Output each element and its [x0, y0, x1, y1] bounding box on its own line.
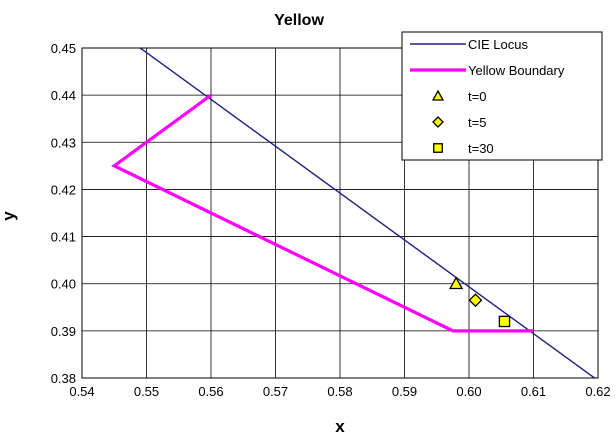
y-tick-label: 0.43	[51, 135, 76, 150]
x-tick-label: 0.55	[134, 384, 159, 399]
x-tick-labels: 0.54 0.55 0.56 0.57 0.58 0.59 0.60 0.61 0.62	[69, 384, 610, 399]
x-tick-label: 0.60	[456, 384, 481, 399]
legend-label: t=0	[468, 89, 486, 104]
plot-series	[111, 48, 596, 378]
legend-label: Yellow Boundary	[468, 63, 565, 78]
y-tick-label: 0.39	[51, 324, 76, 339]
y-tick-label: 0.45	[51, 41, 76, 56]
plot-markers	[448, 276, 511, 328]
y-tick-label: 0.42	[51, 182, 76, 197]
y-axis-label: y	[0, 211, 18, 221]
x-axis-label: x	[335, 417, 345, 436]
plot-frame	[81, 47, 599, 379]
y-tick-label: 0.41	[51, 230, 76, 245]
chart-title: Yellow	[274, 12, 324, 29]
legend-item: CIE Locus	[410, 37, 528, 52]
y-tick-label: 0.40	[51, 277, 76, 292]
legend-item: t=30	[433, 141, 494, 156]
x-tick-label: 0.58	[327, 384, 352, 399]
x-tick-label: 0.61	[521, 384, 546, 399]
cie-locus-line	[139, 48, 596, 378]
legend-label: CIE Locus	[468, 37, 528, 52]
data-point-t-0	[448, 276, 464, 290]
x-tick-label: 0.62	[585, 384, 610, 399]
legend-marker	[432, 116, 444, 128]
y-tick-labels: 0.38 0.39 0.40 0.41 0.42 0.43 0.44 0.45	[51, 41, 76, 386]
legend-item: Yellow Boundary	[410, 63, 565, 78]
legend: CIE Locus Yellow Boundary t=0 t=5 t=30	[401, 31, 603, 161]
x-tick-label: 0.54	[69, 384, 94, 399]
y-tick-label: 0.44	[51, 88, 76, 103]
legend-label: t=30	[468, 141, 494, 156]
legend-label: t=5	[468, 115, 486, 130]
legend-item: t=0	[431, 89, 486, 104]
data-point-t-5	[468, 293, 483, 308]
legend-marker	[433, 143, 443, 153]
x-tick-label: 0.57	[263, 384, 288, 399]
data-point-t-30	[498, 315, 511, 328]
x-tick-label: 0.56	[198, 384, 223, 399]
legend-marker	[431, 89, 445, 101]
y-tick-label: 0.38	[51, 371, 76, 386]
x-tick-label: 0.59	[392, 384, 417, 399]
yellow-boundary-line	[111, 93, 534, 333]
legend-item: t=5	[432, 115, 486, 130]
